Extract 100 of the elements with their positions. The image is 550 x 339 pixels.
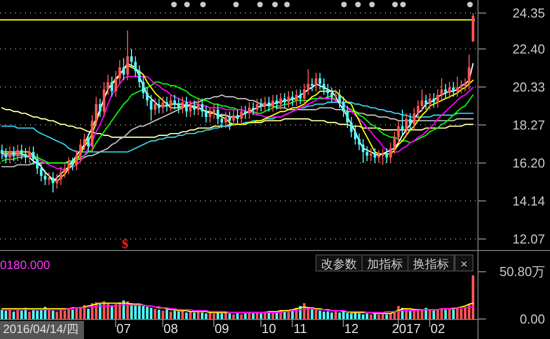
candlestick bbox=[12, 146, 16, 162]
candlestick bbox=[256, 98, 258, 116]
bar bbox=[169, 312, 172, 319]
bar bbox=[350, 313, 353, 319]
candlestick bbox=[436, 88, 440, 108]
x-tick-label: 12 bbox=[344, 321, 359, 336]
candlestick bbox=[302, 83, 306, 105]
candlestick bbox=[146, 87, 149, 106]
annotation: 换指标 bbox=[413, 257, 449, 271]
candlestick bbox=[444, 83, 447, 100]
candlestick bbox=[260, 98, 262, 112]
candlestick bbox=[448, 82, 451, 100]
candlestick bbox=[401, 109, 404, 136]
candlestick bbox=[75, 150, 78, 171]
text: 2016/04/14/四 bbox=[3, 322, 78, 336]
line-series bbox=[1, 94, 474, 168]
candlestick bbox=[98, 98, 102, 118]
bar bbox=[185, 312, 188, 319]
bar bbox=[193, 312, 196, 319]
bar bbox=[291, 310, 294, 319]
candlestick bbox=[264, 96, 266, 112]
bar bbox=[87, 308, 90, 319]
candlestick bbox=[452, 82, 455, 98]
bar bbox=[232, 314, 235, 319]
bar bbox=[236, 313, 239, 319]
candlestick bbox=[428, 92, 432, 110]
x-tick-label: 2017 bbox=[392, 321, 421, 336]
candlestick bbox=[200, 98, 204, 118]
bar bbox=[252, 313, 254, 319]
candlestick bbox=[397, 120, 400, 144]
candlestick bbox=[114, 70, 118, 98]
candlestick bbox=[362, 138, 364, 164]
bar bbox=[314, 310, 318, 319]
candlestick bbox=[212, 104, 216, 120]
candlestick bbox=[366, 146, 368, 162]
bar bbox=[448, 308, 451, 319]
bar bbox=[220, 313, 224, 319]
x-tick-label: 10 bbox=[262, 321, 276, 336]
y-tick-label: 14.14 bbox=[512, 193, 545, 208]
annotation: $ bbox=[122, 236, 129, 251]
bar bbox=[260, 313, 262, 319]
candlestick bbox=[122, 58, 125, 81]
candlestick bbox=[326, 83, 330, 100]
x-tick-label: 02 bbox=[430, 321, 445, 336]
bar bbox=[196, 312, 200, 319]
bar bbox=[20, 310, 23, 319]
bar bbox=[366, 313, 368, 319]
bar bbox=[362, 314, 364, 319]
candlestick bbox=[389, 142, 392, 164]
candlestick bbox=[275, 94, 278, 110]
candlestick bbox=[322, 78, 326, 96]
candlestick bbox=[169, 94, 172, 112]
bar bbox=[440, 308, 443, 319]
bar bbox=[358, 313, 360, 319]
candlestick bbox=[220, 112, 224, 129]
bar bbox=[162, 310, 164, 319]
bar bbox=[456, 308, 459, 319]
bar bbox=[212, 313, 216, 319]
bar bbox=[36, 310, 39, 319]
candlestick bbox=[318, 72, 322, 90]
bar bbox=[98, 304, 102, 319]
candlestick bbox=[94, 96, 98, 127]
y-tick-label: 24.35 bbox=[512, 6, 545, 21]
bar bbox=[240, 314, 243, 319]
bar bbox=[326, 312, 330, 319]
bar bbox=[310, 308, 314, 319]
bar bbox=[12, 312, 16, 319]
bar bbox=[150, 308, 152, 319]
candlestick bbox=[240, 105, 243, 125]
candlestick bbox=[456, 76, 459, 98]
bar bbox=[142, 306, 145, 319]
candlestick bbox=[224, 110, 228, 129]
bar bbox=[28, 312, 31, 319]
y-tick-label: 50.80万 bbox=[499, 264, 545, 280]
candlestick bbox=[102, 82, 106, 118]
x-tick-label: 08 bbox=[164, 321, 178, 336]
candlestick bbox=[130, 48, 133, 68]
candlestick bbox=[193, 100, 196, 116]
candlestick bbox=[393, 131, 396, 154]
candlestick bbox=[354, 126, 357, 146]
bar bbox=[436, 310, 440, 319]
candlestick bbox=[185, 96, 188, 118]
bar bbox=[189, 312, 192, 319]
candlestick bbox=[346, 105, 349, 129]
candlestick bbox=[228, 110, 231, 130]
candlestick bbox=[232, 109, 235, 127]
candlestick bbox=[79, 138, 82, 162]
candlestick bbox=[208, 107, 212, 124]
bar bbox=[110, 305, 114, 319]
candlestick bbox=[0, 144, 4, 160]
candlestick bbox=[279, 92, 282, 110]
candlestick bbox=[60, 166, 62, 186]
candlestick bbox=[204, 105, 208, 124]
x-tick-label: 09 bbox=[214, 321, 230, 336]
candlestick bbox=[16, 144, 19, 162]
bar bbox=[154, 308, 156, 319]
candlestick bbox=[420, 88, 424, 112]
candlestick bbox=[48, 172, 50, 186]
bar bbox=[56, 312, 58, 319]
candlestick bbox=[173, 94, 176, 110]
